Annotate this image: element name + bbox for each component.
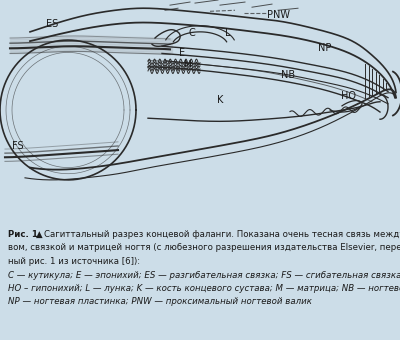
Text: HO: HO — [340, 90, 356, 101]
Text: Сагиттальный разрез концевой фаланги. Показана очень тесная связь между суста-: Сагиттальный разрез концевой фаланги. По… — [44, 230, 400, 239]
Text: L: L — [225, 28, 231, 38]
Text: E: E — [179, 49, 185, 58]
Text: ный рис. 1 из источника [6]):: ный рис. 1 из источника [6]): — [8, 257, 140, 266]
Text: K: K — [217, 95, 223, 105]
Text: Рис. 1.: Рис. 1. — [8, 230, 44, 239]
Text: ▲: ▲ — [36, 230, 45, 239]
Text: NB: NB — [281, 70, 295, 80]
Text: M: M — [183, 60, 191, 69]
Text: NP — ногтевая пластинка; PNW — проксимальный ногтевой валик: NP — ногтевая пластинка; PNW — проксимал… — [8, 298, 312, 306]
Text: вом, связкой и матрицей ногтя (с любезного разрешения издательства Elsevier, пер: вом, связкой и матрицей ногтя (с любезно… — [8, 243, 400, 253]
Text: PNW: PNW — [266, 11, 290, 20]
Text: FS: FS — [12, 141, 24, 151]
Text: HO – гипонихий; L — лунка; K — кость концевого сустава; M — матрица; NB — ногтев: HO – гипонихий; L — лунка; K — кость кон… — [8, 284, 400, 293]
Text: NP: NP — [318, 43, 332, 53]
Text: C: C — [189, 28, 195, 38]
Text: C — кутикула; E — эпонихий; ES — разгибательная связка; FS — сгибательная связка: C — кутикула; E — эпонихий; ES — разгиба… — [8, 271, 400, 279]
Text: ES: ES — [46, 19, 58, 29]
